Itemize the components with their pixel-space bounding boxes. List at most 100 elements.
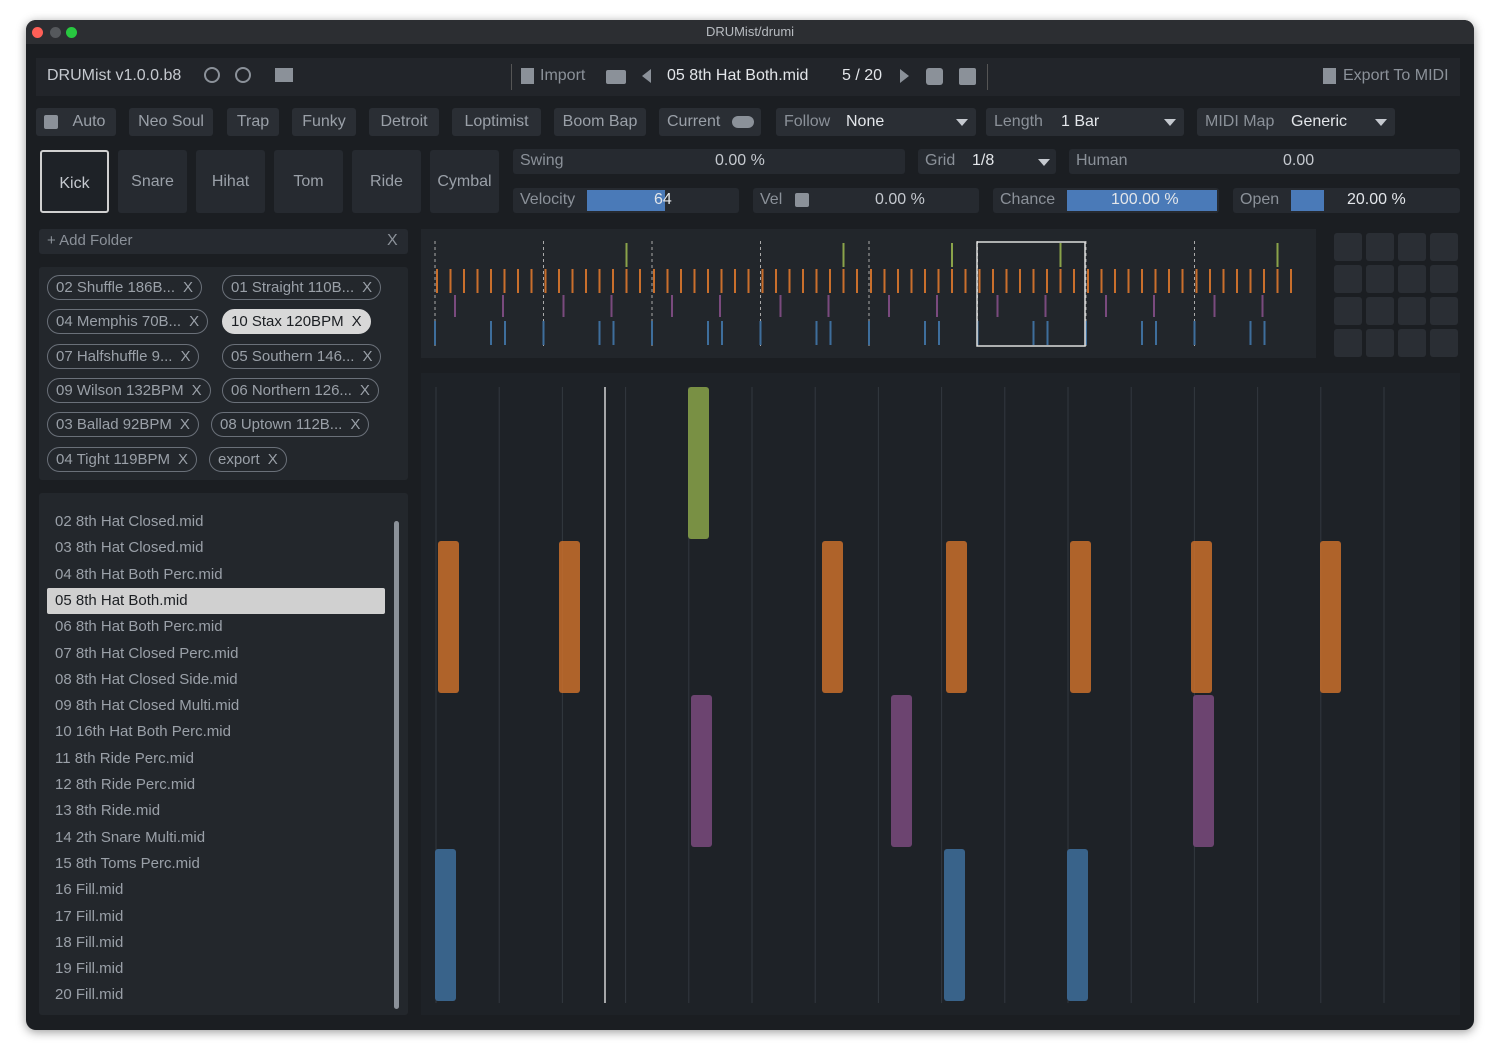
note	[946, 541, 967, 693]
random-button[interactable]	[926, 68, 943, 85]
midi-map-select[interactable]: MIDI Map Generic	[1197, 108, 1395, 136]
tag-remove[interactable]: X	[182, 279, 193, 296]
swing-control[interactable]: Swing 0.00 %	[513, 149, 905, 174]
instrument-button[interactable]: Ride	[352, 150, 421, 213]
file-item[interactable]: 18 Fill.mid	[55, 933, 124, 951]
prev-file[interactable]	[642, 69, 651, 83]
folder-tag[interactable]: 02 Shuffle 186B... X	[47, 275, 202, 300]
file-item[interactable]: 03 8th Hat Closed.mid	[55, 539, 204, 557]
scrollbar[interactable]	[394, 521, 399, 1009]
tag-remove[interactable]: X	[179, 416, 190, 434]
velocity-control[interactable]: Velocity 64	[513, 188, 739, 213]
folder-tag[interactable]: 09 Wilson 132BPM X	[47, 377, 211, 403]
tag-label: 05 Southern 146...	[231, 347, 355, 365]
file-item[interactable]: 08 8th Hat Closed Side.mid	[55, 670, 238, 688]
file-item[interactable]: 13 8th Ride.mid	[55, 802, 161, 820]
folder-tag[interactable]: 05 Southern 146... X	[222, 343, 382, 369]
zoom-button[interactable]	[66, 27, 77, 38]
length-value: 1 Bar	[1061, 113, 1100, 130]
folder-tag[interactable]: 06 Northern 126... X	[222, 377, 379, 403]
instrument-button[interactable]: Snare	[118, 150, 187, 213]
import-icon	[521, 68, 534, 84]
style-button[interactable]: Auto	[36, 108, 116, 136]
style-button[interactable]: Detroit	[369, 108, 439, 136]
tag-remove[interactable]: X	[177, 450, 188, 468]
folder-tag[interactable]: 08 Uptown 112B... X	[211, 412, 370, 438]
tag-label: 02 Shuffle 186B...	[56, 279, 175, 296]
save-button[interactable]	[959, 68, 976, 85]
piano-roll[interactable]	[421, 373, 1460, 1015]
next-file[interactable]	[900, 69, 909, 83]
export-button[interactable]: Export To MIDI	[1343, 67, 1449, 84]
instrument-button[interactable]: Hihat	[196, 150, 265, 213]
style-button[interactable]: Loptimist	[452, 108, 541, 136]
folder-tag[interactable]: export X	[209, 446, 287, 472]
style-button[interactable]: Neo Soul	[129, 108, 213, 136]
style-button[interactable]: Boom Bap	[554, 108, 646, 136]
follow-select[interactable]: Follow None	[776, 108, 976, 136]
import-button[interactable]: Import	[540, 67, 586, 84]
tag-remove[interactable]: X	[362, 279, 373, 296]
chance-control[interactable]: Chance 100.00 %	[993, 188, 1219, 213]
file-item[interactable]: 09 8th Hat Closed Multi.mid	[55, 697, 240, 715]
instrument-button[interactable]: Kick	[40, 150, 109, 213]
file-item[interactable]: 12 8th Ride Perc.mid	[55, 776, 196, 793]
length-select[interactable]: Length 1 Bar	[986, 108, 1184, 136]
folder-tag[interactable]: 10 Stax 120BPM X	[222, 309, 371, 335]
tag-label: 07 Halfshuffle 9...	[56, 347, 173, 365]
file-item[interactable]: 02 8th Hat Closed.mid	[55, 513, 204, 530]
folder-tag[interactable]: 01 Straight 110B... X	[222, 275, 382, 300]
toggle[interactable]	[732, 116, 754, 128]
vel-random-control[interactable]: Vel 0.00 %	[753, 188, 979, 213]
open-control[interactable]: Open 20.00 %	[1233, 188, 1460, 213]
instrument-button[interactable]: Cymbal	[430, 150, 499, 213]
current-toggle[interactable]: Current	[659, 108, 761, 136]
view-button[interactable]	[275, 68, 293, 82]
file-item[interactable]: 14 2th Snare Multi.mid	[55, 828, 206, 846]
open-folder[interactable]	[606, 70, 626, 84]
file-item[interactable]: 15 8th Toms Perc.mid	[55, 854, 200, 872]
folder-tag[interactable]: 03 Ballad 92BPM X	[47, 412, 199, 438]
pattern-overview[interactable]	[421, 229, 1316, 358]
tag-remove[interactable]: X	[267, 450, 278, 468]
midi-map-label: MIDI Map	[1205, 113, 1275, 130]
file-item[interactable]: 11 8th Ride Perc.mid	[55, 749, 194, 767]
folder-tag[interactable]: 04 Tight 119BPM X	[47, 446, 197, 472]
zoom-out[interactable]	[204, 67, 220, 83]
file-item[interactable]: 19 Fill.mid	[55, 960, 124, 978]
overview-window	[976, 241, 1086, 347]
add-folder-button[interactable]: + Add Folder	[47, 232, 133, 249]
file-item[interactable]: 05 8th Hat Both.mid	[47, 587, 385, 614]
tag-remove[interactable]: X	[180, 347, 191, 365]
style-button[interactable]: Funky	[292, 108, 356, 136]
tag-remove[interactable]: X	[191, 381, 202, 399]
file-item[interactable]: 06 8th Hat Both Perc.mid	[55, 618, 223, 636]
file-item[interactable]: 10 16th Hat Both Perc.mid	[55, 723, 231, 741]
human-control[interactable]: Human 0.00	[1069, 149, 1460, 174]
instrument-button[interactable]: Tom	[274, 150, 343, 213]
file-item[interactable]: 04 8th Hat Both Perc.mid	[55, 565, 223, 583]
tag-remove[interactable]: X	[359, 381, 370, 399]
folder-tag[interactable]: 07 Halfshuffle 9... X	[47, 343, 200, 369]
pad	[1398, 297, 1426, 325]
file-item[interactable]: 16 Fill.mid	[55, 881, 124, 899]
close-button[interactable]	[32, 27, 43, 38]
dropdown-arrow	[1038, 159, 1050, 166]
clear-folders[interactable]: X	[387, 232, 398, 249]
file-item[interactable]: 17 Fill.mid	[55, 907, 124, 925]
tag-remove[interactable]: X	[362, 347, 373, 365]
roll-bg	[421, 373, 1460, 1015]
note	[438, 541, 459, 693]
tag-remove[interactable]: X	[351, 313, 362, 331]
minimize-button[interactable]	[50, 27, 61, 38]
tag-remove[interactable]: X	[189, 313, 200, 331]
file-item[interactable]: 07 8th Hat Closed Perc.mid	[55, 644, 239, 662]
pad	[1334, 265, 1362, 293]
pad	[1334, 233, 1362, 261]
style-button[interactable]: Trap	[227, 108, 279, 136]
file-item[interactable]: 20 Fill.mid	[55, 986, 124, 1004]
tag-remove[interactable]: X	[350, 416, 361, 434]
zoom-in[interactable]	[235, 67, 251, 83]
folder-tag[interactable]: 04 Memphis 70B... X	[47, 309, 209, 335]
grid-select[interactable]: Grid 1/8	[918, 149, 1056, 174]
